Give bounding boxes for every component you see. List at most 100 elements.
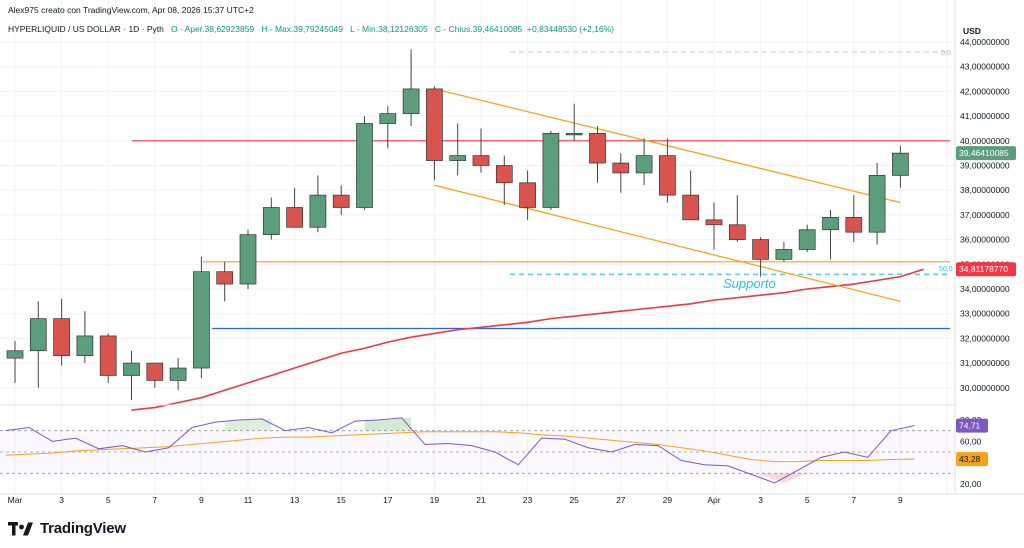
low-value: L - Min.38,12126305 bbox=[350, 24, 428, 34]
fib-label-0: 0,0 bbox=[941, 50, 951, 57]
candle-down bbox=[495, 165, 513, 184]
price-tick-label: 31,00000000 bbox=[960, 358, 1010, 368]
last-price-label: 39,46410085 bbox=[959, 148, 1009, 158]
ma-price-badge bbox=[956, 262, 1016, 277]
candle-up bbox=[822, 217, 839, 231]
candle-up bbox=[775, 249, 793, 260]
candle-down bbox=[426, 88, 443, 161]
candle-down bbox=[146, 362, 164, 381]
candle-up bbox=[868, 175, 886, 233]
ma-line bbox=[131, 268, 924, 411]
time-tick-label: 19 bbox=[430, 495, 440, 505]
time-tick-label: Mar bbox=[8, 495, 23, 505]
time-tick-label: 27 bbox=[616, 495, 626, 505]
candle-up bbox=[402, 88, 420, 114]
price-tick-label: 36,00000000 bbox=[960, 235, 1010, 245]
price-tick-label: 40,00000000 bbox=[960, 136, 1010, 146]
time-tick-label: 23 bbox=[523, 495, 533, 505]
price-tick-label: 44,00000000 bbox=[960, 37, 1010, 47]
tradingview-logo[interactable]: TradingView bbox=[8, 520, 126, 537]
time-tick-label: Apr bbox=[707, 495, 720, 505]
time-tick-label: 5 bbox=[805, 495, 810, 505]
candle-down bbox=[286, 207, 303, 228]
candle-up bbox=[193, 271, 210, 369]
last-price-badge bbox=[956, 146, 1016, 161]
candle-down bbox=[216, 271, 234, 285]
candle-down bbox=[659, 155, 676, 196]
candle-down bbox=[705, 219, 723, 226]
candles bbox=[6, 49, 909, 401]
time-tick-label: 21 bbox=[476, 495, 486, 505]
price-tick-label: 32,00000000 bbox=[960, 333, 1010, 343]
rsi-overbought-fill bbox=[364, 417, 412, 431]
moving-average bbox=[131, 268, 924, 411]
tradingview-logo-icon bbox=[8, 521, 33, 535]
rsi-value-label: 74,71 bbox=[959, 421, 981, 431]
change-value: +0,83448530 (+2,16%) bbox=[527, 24, 614, 34]
ohlc-legend: HYPERLIQUID / US DOLLAR · 1D · Pyth O - … bbox=[8, 24, 614, 34]
channel-lower-line bbox=[434, 184, 901, 302]
open-value: O - Aper.38,62923859 bbox=[170, 24, 255, 34]
candle-down bbox=[612, 162, 630, 174]
candle-down bbox=[752, 239, 769, 260]
price-axis[interactable]: 44,00000000 43,00000000 42,00000000 41,0000… bbox=[956, 37, 1016, 393]
time-tick-label: 9 bbox=[199, 495, 204, 505]
candle-down bbox=[845, 217, 863, 233]
price-tick-label: 39,00000000 bbox=[960, 161, 1010, 171]
candle-up bbox=[6, 350, 24, 359]
candle-down bbox=[519, 182, 536, 208]
candle-up bbox=[169, 367, 187, 381]
ma-price-label: 34,81178770 bbox=[959, 264, 1008, 274]
price-tick-label: 38,00000000 bbox=[960, 185, 1010, 195]
time-tick-label: 13 bbox=[290, 495, 300, 505]
rsi-ma-line bbox=[5, 431, 915, 463]
credit-line: Alex975 creato con TradingView.com, Apr … bbox=[8, 5, 254, 15]
time-tick-label: 29 bbox=[663, 495, 673, 505]
time-tick-label: 5 bbox=[106, 495, 111, 505]
tradingview-logo-text: TradingView bbox=[40, 520, 126, 537]
time-tick-label: 11 bbox=[244, 495, 253, 505]
time-tick-label: 3 bbox=[59, 495, 64, 505]
rsi-band bbox=[0, 430, 955, 474]
candle-up bbox=[262, 207, 280, 236]
time-tick-label: 7 bbox=[152, 495, 157, 505]
price-tick-label: 37,00000000 bbox=[960, 210, 1010, 220]
close-value: C - Chius.39,46410085 bbox=[434, 24, 523, 34]
candle-up bbox=[309, 194, 327, 228]
symbol-title[interactable]: HYPERLIQUID / US DOLLAR · 1D · Pyth bbox=[8, 24, 164, 34]
time-axis[interactable]: Mar 3 5 7 9 11 13 15 17 19 21 23 25 27 29 Apr 3 5 7 9 bbox=[8, 495, 903, 505]
rsi-value-badge bbox=[956, 418, 988, 433]
high-value: H - Max.39,79245049 bbox=[261, 24, 343, 34]
candle-up bbox=[239, 234, 257, 285]
candle-down bbox=[472, 155, 490, 166]
candle-up bbox=[449, 155, 467, 161]
currency-label: USD bbox=[963, 26, 981, 36]
candle-up bbox=[356, 123, 373, 208]
horizontal-levels: 0,0 50,0 Supporto bbox=[132, 50, 953, 330]
candle-up bbox=[798, 229, 816, 250]
price-tick-label: 43,00000000 bbox=[960, 62, 1010, 72]
price-tick-label: 42,00000000 bbox=[960, 86, 1010, 96]
time-tick-label: 3 bbox=[758, 495, 763, 505]
price-tick-label: 34,00000000 bbox=[960, 284, 1010, 294]
candle-up bbox=[542, 133, 560, 208]
fib-label-50: 50,0 bbox=[939, 266, 953, 273]
price-tick-label: 33,00000000 bbox=[960, 309, 1010, 319]
candle-down bbox=[682, 194, 700, 221]
rsi-tick-label: 20,00 bbox=[960, 479, 982, 489]
rsi-ma-label: 43,28 bbox=[959, 454, 981, 464]
candle-down bbox=[332, 194, 350, 208]
time-tick-label: 7 bbox=[851, 495, 856, 505]
candle-down bbox=[99, 335, 117, 376]
rsi-overbought-fill bbox=[224, 418, 272, 431]
time-tick-label: 17 bbox=[383, 495, 393, 505]
candle-up bbox=[892, 152, 909, 176]
candle-down bbox=[53, 318, 70, 357]
rsi-ma-badge bbox=[956, 452, 988, 467]
candle-up bbox=[123, 362, 140, 376]
rsi-tick-label: 60,00 bbox=[960, 436, 982, 446]
support-label: Supporto bbox=[723, 276, 776, 291]
candle-down bbox=[728, 224, 746, 240]
